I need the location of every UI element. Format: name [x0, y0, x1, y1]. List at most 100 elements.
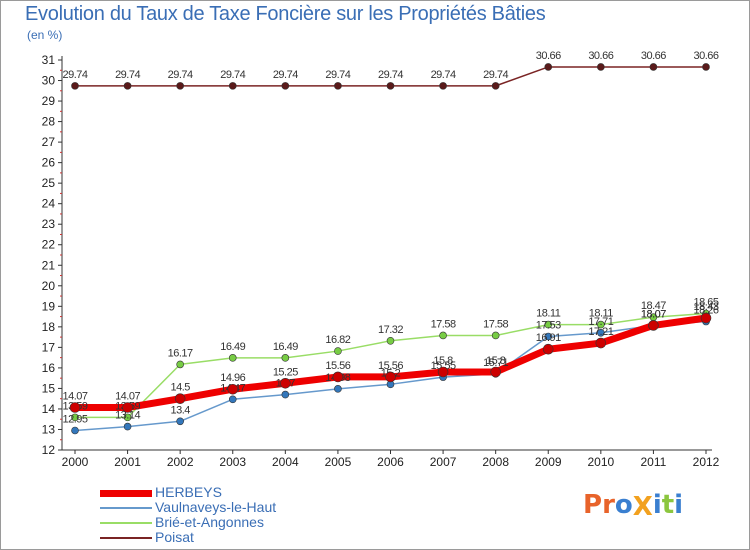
data-point-bri-et-angonnes — [228, 354, 237, 362]
data-point-poisat — [71, 82, 79, 90]
chart-title: Evolution du Taux de Taxe Foncière sur l… — [25, 3, 546, 25]
logo-letter: P — [583, 490, 603, 520]
data-label-vaulnaveys-le-haut: 15.55 — [431, 360, 456, 372]
y-tick-label: 12 — [42, 443, 56, 457]
data-label-herbeys: 16.91 — [536, 332, 561, 344]
data-label-vaulnaveys-le-haut: 17.53 — [536, 319, 561, 331]
data-point-poisat — [123, 82, 132, 90]
data-point-herbeys — [227, 383, 239, 395]
data-label-poisat: 29.74 — [115, 69, 140, 81]
legend-label: Vaulnaveys-le-Haut — [155, 499, 277, 515]
data-label-poisat: 29.74 — [168, 69, 193, 81]
y-tick-label: 16 — [42, 361, 56, 375]
data-label-vaulnaveys-le-haut: 15.71 — [483, 357, 508, 369]
data-point-herbeys — [280, 377, 291, 389]
data-point-herbeys — [385, 371, 396, 383]
data-point-poisat — [544, 63, 553, 71]
data-label-vaulnaveys-le-haut: 13.4 — [170, 404, 190, 416]
legend-swatch — [100, 522, 152, 524]
data-point-bri-et-angonnes — [71, 413, 79, 422]
data-label-bri-et-angonnes: 17.58 — [431, 318, 456, 330]
data-point-bri-et-angonnes — [123, 413, 132, 422]
chart-unit-label: (en %) — [27, 28, 63, 42]
data-label-bri-et-angonnes: 18.65 — [693, 297, 718, 309]
data-point-herbeys — [490, 366, 501, 378]
data-point-poisat — [228, 82, 237, 90]
y-tick-label: 28 — [42, 115, 56, 129]
data-label-herbeys: 14.5 — [170, 382, 190, 394]
data-point-vaulnaveys-le-haut — [71, 426, 79, 435]
data-label-bri-et-angonnes: 17.58 — [483, 318, 508, 330]
x-tick-label: 2000 — [62, 455, 89, 469]
data-point-poisat — [649, 63, 658, 71]
data-label-herbeys: 15.8 — [433, 355, 453, 367]
data-point-herbeys — [174, 393, 186, 404]
data-point-vaulnaveys-le-haut — [176, 417, 184, 426]
data-point-poisat — [176, 82, 184, 90]
y-tick-label: 31 — [42, 53, 56, 67]
data-point-bri-et-angonnes — [334, 347, 342, 355]
x-tick-label: 2009 — [535, 455, 562, 469]
data-label-bri-et-angonnes: 18.47 — [641, 300, 666, 312]
data-label-herbeys: 14.96 — [220, 372, 245, 384]
logo-letter: i — [652, 490, 662, 520]
x-tick-label: 2008 — [482, 455, 509, 469]
y-tick-label: 25 — [42, 176, 56, 190]
data-point-herbeys — [648, 320, 659, 331]
x-tick-label: 2005 — [325, 455, 352, 469]
legend-swatch — [100, 489, 152, 497]
x-tick-label: 2003 — [219, 455, 246, 469]
data-label-poisat: 29.74 — [273, 69, 298, 81]
data-point-vaulnaveys-le-haut — [334, 385, 342, 393]
data-label-vaulnaveys-le-haut: 17.71 — [588, 316, 613, 328]
data-point-herbeys — [595, 337, 607, 349]
data-label-bri-et-angonnes: 18.11 — [589, 308, 614, 320]
data-label-herbeys: 15.8 — [486, 355, 506, 367]
data-point-poisat — [386, 82, 395, 90]
data-point-bri-et-angonnes — [544, 320, 553, 329]
data-point-herbeys — [122, 402, 133, 413]
data-label-bri-et-angonnes: 18.11 — [536, 308, 561, 320]
logo-letter: r — [602, 490, 615, 520]
y-tick-label: 24 — [42, 197, 56, 211]
x-tick-label: 2002 — [167, 455, 194, 469]
data-point-vaulnaveys-le-haut — [228, 395, 237, 404]
data-label-bri-et-angonnes: 16.82 — [325, 334, 350, 346]
x-tick-label: 2007 — [430, 455, 457, 469]
y-tick-label: 30 — [42, 74, 56, 88]
logo-letter: o — [614, 490, 633, 520]
data-label-bri-et-angonnes: 16.49 — [273, 341, 298, 353]
data-point-vaulnaveys-le-haut — [544, 332, 553, 341]
data-label-poisat: 29.74 — [220, 69, 245, 81]
legend-label: Brié-et-Angonnes — [155, 514, 264, 530]
data-point-bri-et-angonnes — [597, 320, 605, 329]
y-tick-label: 14 — [42, 402, 56, 416]
y-tick-label: 17 — [42, 340, 56, 354]
data-label-herbeys: 18.43 — [693, 301, 718, 313]
data-label-poisat: 29.74 — [62, 69, 87, 81]
data-point-herbeys — [437, 366, 449, 378]
y-tick-label: 13 — [42, 422, 56, 436]
data-label-poisat: 29.74 — [378, 69, 403, 81]
y-tick-label: 27 — [42, 135, 56, 149]
data-label-herbeys: 15.56 — [325, 360, 350, 372]
data-point-poisat — [281, 82, 290, 90]
data-label-poisat: 30.66 — [693, 50, 718, 62]
data-label-vaulnaveys-le-haut: 12.95 — [62, 414, 87, 426]
data-label-vaulnaveys-le-haut: 13.14 — [115, 410, 140, 422]
data-label-herbeys: 14.07 — [115, 391, 140, 403]
data-label-vaulnaveys-le-haut: 18.07 — [641, 308, 666, 320]
data-point-vaulnaveys-le-haut — [281, 390, 290, 399]
data-label-poisat: 30.66 — [588, 50, 613, 62]
data-label-bri-et-angonnes: 16.17 — [168, 347, 193, 359]
data-point-vaulnaveys-le-haut — [123, 422, 132, 431]
y-tick-label: 19 — [42, 299, 56, 313]
y-tick-label: 22 — [42, 238, 56, 252]
x-tick-label: 2011 — [641, 455, 667, 469]
data-label-vaulnaveys-le-haut: 18.26 — [693, 305, 718, 317]
data-point-bri-et-angonnes — [439, 331, 447, 340]
data-point-herbeys — [542, 343, 554, 355]
data-point-poisat — [702, 63, 710, 71]
